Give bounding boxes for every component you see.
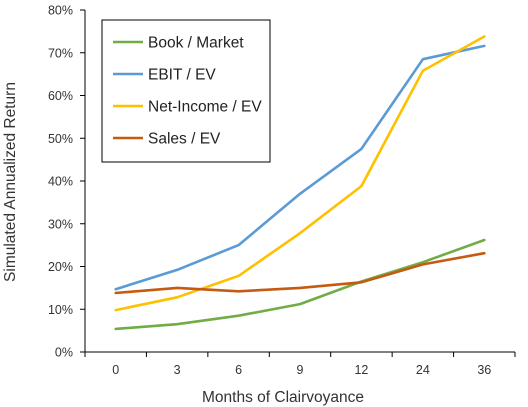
y-tick-label: 70%: [48, 46, 73, 60]
series-line-net-income-ev: [114, 35, 486, 312]
x-axis-title: Months of Clairvoyance: [202, 389, 364, 406]
series-line-book-market: [114, 238, 486, 331]
y-tick-label: 50%: [48, 132, 73, 146]
axes: 0%10%20%30%40%50%60%70%80%0 3 6 9 12 24 36: [48, 4, 516, 377]
y-tick-label: 30%: [48, 217, 73, 231]
x-tick-label: 6: [235, 363, 242, 377]
legend-label-ebit-ev: EBIT / EV: [148, 67, 216, 84]
legend: Book / Market EBIT / EV Net-Income / EV Sal…: [101, 19, 271, 163]
y-tick-label: 0%: [55, 346, 73, 360]
legend-label-net-income-ev: Net-Income / EV: [148, 99, 262, 116]
x-tick-label: 36: [477, 363, 491, 377]
legend-label-sales-ev: Sales / EV: [148, 131, 221, 148]
y-tick-label: 10%: [48, 303, 73, 317]
series-line-ebit-ev: [114, 44, 486, 291]
y-tick-label: 40%: [48, 175, 73, 189]
y-tick-label: 60%: [48, 89, 73, 103]
series-line-sales-ev: [114, 251, 486, 295]
x-tick-label: 3: [174, 363, 181, 377]
x-tick-label: 9: [297, 363, 304, 377]
legend-label-book-market: Book / Market: [148, 35, 244, 52]
x-tick-label: 12: [354, 363, 368, 377]
y-tick-label: 80%: [48, 4, 73, 18]
x-tick-label: 24: [416, 363, 430, 377]
y-axis-title: Simulated Annualized Return: [2, 82, 19, 282]
y-tick-label: 20%: [48, 260, 73, 274]
series-layer: [114, 35, 486, 331]
x-tick-label: 0: [112, 363, 119, 377]
